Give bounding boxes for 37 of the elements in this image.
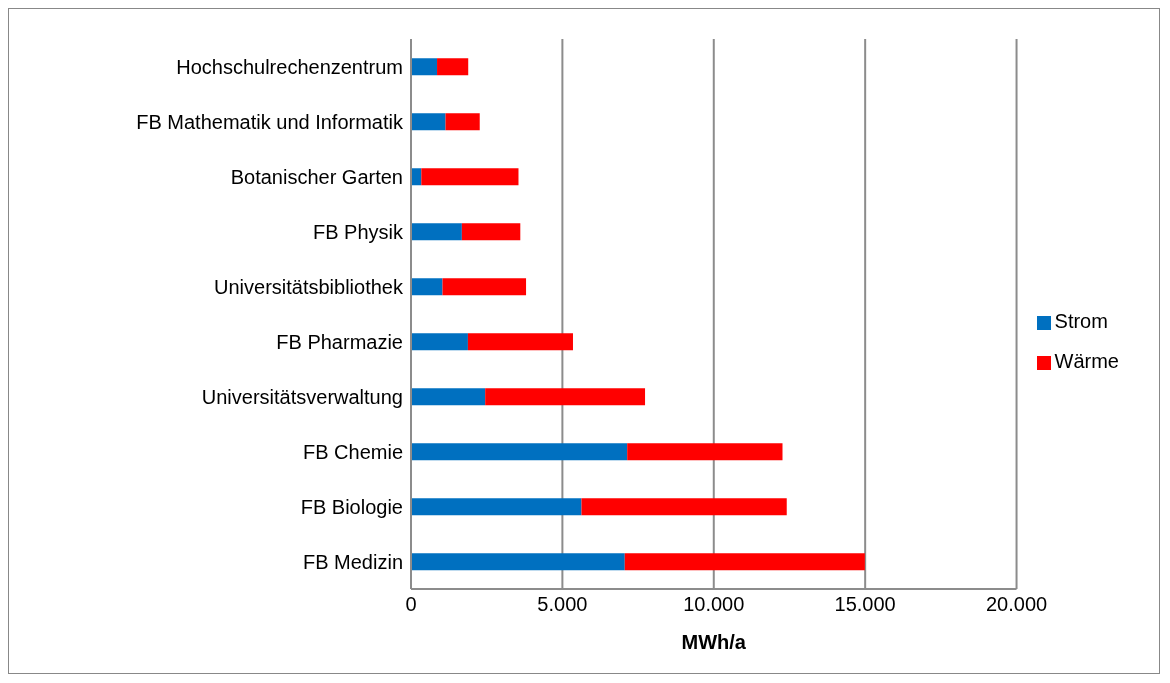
- y-tick-label: Universitätsbibliothek: [214, 275, 404, 298]
- bar: [627, 443, 783, 461]
- y-tick-label: FB Biologie: [300, 495, 403, 518]
- y-tick-label: FB Mathematik und Informatik: [136, 110, 404, 133]
- x-tick-label: 10.000: [683, 593, 745, 616]
- y-tick-label: Botanischer Garten: [230, 165, 403, 188]
- bar: [411, 113, 446, 131]
- x-tick-label: 5.000: [537, 593, 588, 616]
- y-tick-label: FB Physik: [312, 220, 404, 243]
- bar: [411, 333, 468, 351]
- bar: [411, 443, 628, 461]
- legend-label: Wärme: [1054, 350, 1119, 372]
- legend-label: Strom: [1054, 310, 1108, 332]
- bar: [411, 388, 486, 406]
- bar: [581, 498, 787, 516]
- x-tick-label: 0: [405, 593, 417, 616]
- bar: [485, 388, 646, 406]
- bar: [411, 58, 438, 76]
- bar: [445, 113, 480, 131]
- bar: [442, 278, 527, 296]
- y-tick-label: FB Pharmazie: [276, 330, 403, 353]
- bar: [411, 553, 625, 571]
- x-tick-label: 15.000: [834, 593, 896, 616]
- bar: [624, 553, 865, 571]
- y-tick-label: Hochschulrechenzentrum: [176, 55, 403, 78]
- y-tick-label: FB Chemie: [302, 440, 403, 463]
- x-axis-title: MWh/a: [681, 631, 747, 653]
- bar: [461, 223, 521, 241]
- bar: [411, 498, 582, 516]
- bar: [411, 223, 462, 241]
- x-tick-label: 20.000: [985, 593, 1048, 616]
- y-tick-label: FB Medizin: [302, 550, 403, 573]
- y-tick-label: Universitätsverwaltung: [201, 385, 403, 408]
- bar: [467, 333, 573, 351]
- bar: [421, 168, 519, 186]
- bar: [411, 278, 443, 296]
- bar: [437, 58, 469, 76]
